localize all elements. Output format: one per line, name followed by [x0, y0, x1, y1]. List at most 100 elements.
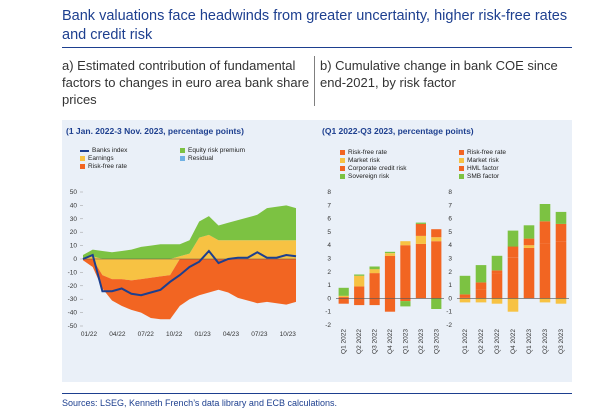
panel-b1-legend-item: Market risk [340, 157, 380, 164]
panel-b1-xtick-label: Q3 2022 [372, 329, 379, 354]
panel-b2-bar-segment [555, 223, 567, 242]
panel-b1-bar-segment [369, 273, 380, 299]
panel-b1-legend: Risk-free rate Market risk Corporate credi… [340, 149, 450, 181]
panel-a-legend-label: Risk-free rate [88, 163, 128, 170]
panel-b2-bar-segment [507, 246, 519, 258]
panel-b1-legend-swatch [340, 150, 345, 155]
panel-b2-bar-segment [491, 255, 503, 271]
panel-b2-bar-segment [491, 270, 503, 274]
banks-index-line [82, 249, 297, 297]
panel-b2-legend-item: SMB factor [459, 173, 499, 180]
panel-a-legend-label: Earnings [88, 155, 114, 162]
panel-b1-ytick-label: -2 [325, 322, 331, 329]
panel-b1-bar-segment [431, 241, 442, 299]
panel-b1-ytick-label: 1 [327, 282, 331, 289]
panel-b2-bar-segment [539, 298, 551, 303]
panel-b2-bar-segment [459, 297, 471, 299]
panel-a-ytick-label: 40 [70, 202, 78, 209]
panel-b2-bar-segment [523, 225, 535, 239]
panel-b1-legend-swatch [340, 158, 345, 163]
panel-b-heading: b) Cumulative change in bank COE since e… [320, 58, 558, 90]
panel-b2-ytick-label: -1 [446, 309, 452, 316]
panel-b1-bar-segment [415, 223, 426, 236]
panel-b1-bar-segment [431, 298, 442, 309]
panel-b1-bar-segment [400, 241, 411, 246]
panel-a-ytick-label: 50 [70, 189, 78, 196]
risk-free-rate-area [83, 259, 296, 320]
panel-a-xtick-label: 01/22 [81, 331, 98, 338]
panel-b2-ytick-label: 2 [448, 269, 452, 276]
panel-a-legend-item: Banks index [80, 147, 127, 154]
panel-b1-ytick-label: 8 [327, 189, 331, 196]
panel-a-xtick-label: 10/23 [280, 331, 297, 338]
panel-a-subtitle: (1 Jan. 2022-3 Nov. 2023, percentage poi… [66, 126, 244, 136]
panel-a-legend-item: Risk-free rate [80, 163, 127, 170]
panel-a-legend-item: Earnings [80, 155, 114, 162]
panel-b2-legend-item: HML factor [459, 165, 499, 172]
panel-b2-legend: Risk-free rate Market risk HML factor SMB f… [459, 149, 569, 181]
panel-b2-xtick-label: Q2 2022 [478, 329, 485, 354]
panel-b2-ytick-label: 3 [448, 256, 452, 263]
panel-b1-bar-segment [400, 245, 411, 299]
panel-b1-bar-segment [338, 297, 349, 299]
panel-b1-xtick-label: Q2 2023 [418, 329, 425, 354]
panel-b2-bar-segment [507, 230, 519, 247]
panel-b2-ytick-label: 7 [448, 202, 452, 209]
panel-b1-legend-item: Corporate credit risk [340, 165, 407, 172]
panel-b2-bar-segment [459, 275, 471, 295]
panel-b1-legend-item: Risk-free rate [340, 149, 387, 156]
panel-b1-bar-segment [369, 269, 380, 274]
panel-b1-bar-segment [369, 298, 380, 306]
panel-b1-ytick-label: 7 [327, 202, 331, 209]
panel-a-xtick-label: 07/23 [251, 331, 268, 338]
panel-b2-legend-label: Market risk [467, 157, 499, 164]
panel-b2-ytick-label: 4 [448, 242, 452, 249]
panel-b2-legend-item: Risk-free rate [459, 149, 506, 156]
panel-b1-legend-item: Sovereign risk [340, 173, 389, 180]
panel-a-legend-swatch [80, 164, 85, 169]
panel-b2-xtick-label: Q3 2023 [558, 329, 565, 354]
panel-b1-bar-segment [354, 286, 365, 299]
panel-b1-xtick-label: Q4 2022 [387, 329, 394, 354]
panel-a-ytick-label: 30 [70, 216, 78, 223]
panel-b1-bar-segment [354, 298, 365, 306]
equity-risk-premium-area [83, 205, 296, 259]
panel-b2-bar-segment [475, 265, 487, 283]
panel-b1-bar-segment [354, 275, 365, 287]
panel-b1-bar-segment [354, 274, 365, 276]
panel-b1-legend-swatch [340, 174, 345, 179]
panel-a-legend-swatch [80, 156, 85, 161]
panel-b2-xtick-label: Q1 2023 [526, 329, 533, 354]
panel-b1-bar-segment [431, 229, 442, 238]
panel-b2-bar-segment [555, 298, 567, 304]
panel-b2-legend-label: Risk-free rate [467, 149, 507, 156]
panel-a-ytick-label: 20 [70, 229, 78, 236]
panel-a-xtick-label: 01/23 [194, 331, 211, 338]
panel-b1-legend-label: Corporate credit risk [348, 165, 407, 172]
panel-b2-bar-segment [539, 221, 551, 244]
panel-b1-ytick-label: 3 [327, 256, 331, 263]
panel-b2-bar-segment [523, 245, 535, 248]
source-rule [62, 393, 572, 394]
panel-b1-bar-segment [415, 222, 426, 224]
panel-a-xtick-label: 07/22 [138, 331, 155, 338]
panel-b2-legend-label: SMB factor [467, 173, 500, 180]
panel-b1-ytick-label: 5 [327, 229, 331, 236]
panel-b2-legend-swatch [459, 150, 464, 155]
panel-b2-ytick-label: 5 [448, 229, 452, 236]
panel-b2-ytick-label: 0 [448, 295, 452, 302]
panel-a-legend-item: Residual [180, 155, 213, 162]
panel-b1-ytick-label: 0 [327, 295, 331, 302]
panel-b2-bar-segment [475, 289, 487, 299]
panel-a-legend-swatch [180, 156, 185, 161]
panel-b-subtitle: (Q1 2022-Q3 2023, percentage points) [322, 126, 474, 136]
panel-b1-bar-segment [400, 301, 411, 307]
panel-b2-ytick-label: 6 [448, 216, 452, 223]
panel-a-ytick-label: -30 [68, 296, 78, 303]
panel-b1-xtick-label: Q1 2022 [341, 329, 348, 354]
panel-b1-bar-segment [384, 253, 396, 256]
earnings-area-positive [83, 234, 296, 259]
panel-b2-xtick-label: Q2 2023 [542, 329, 549, 354]
panel-a-legend-swatch [80, 149, 89, 152]
panel-b2-bar-segment [555, 211, 567, 224]
